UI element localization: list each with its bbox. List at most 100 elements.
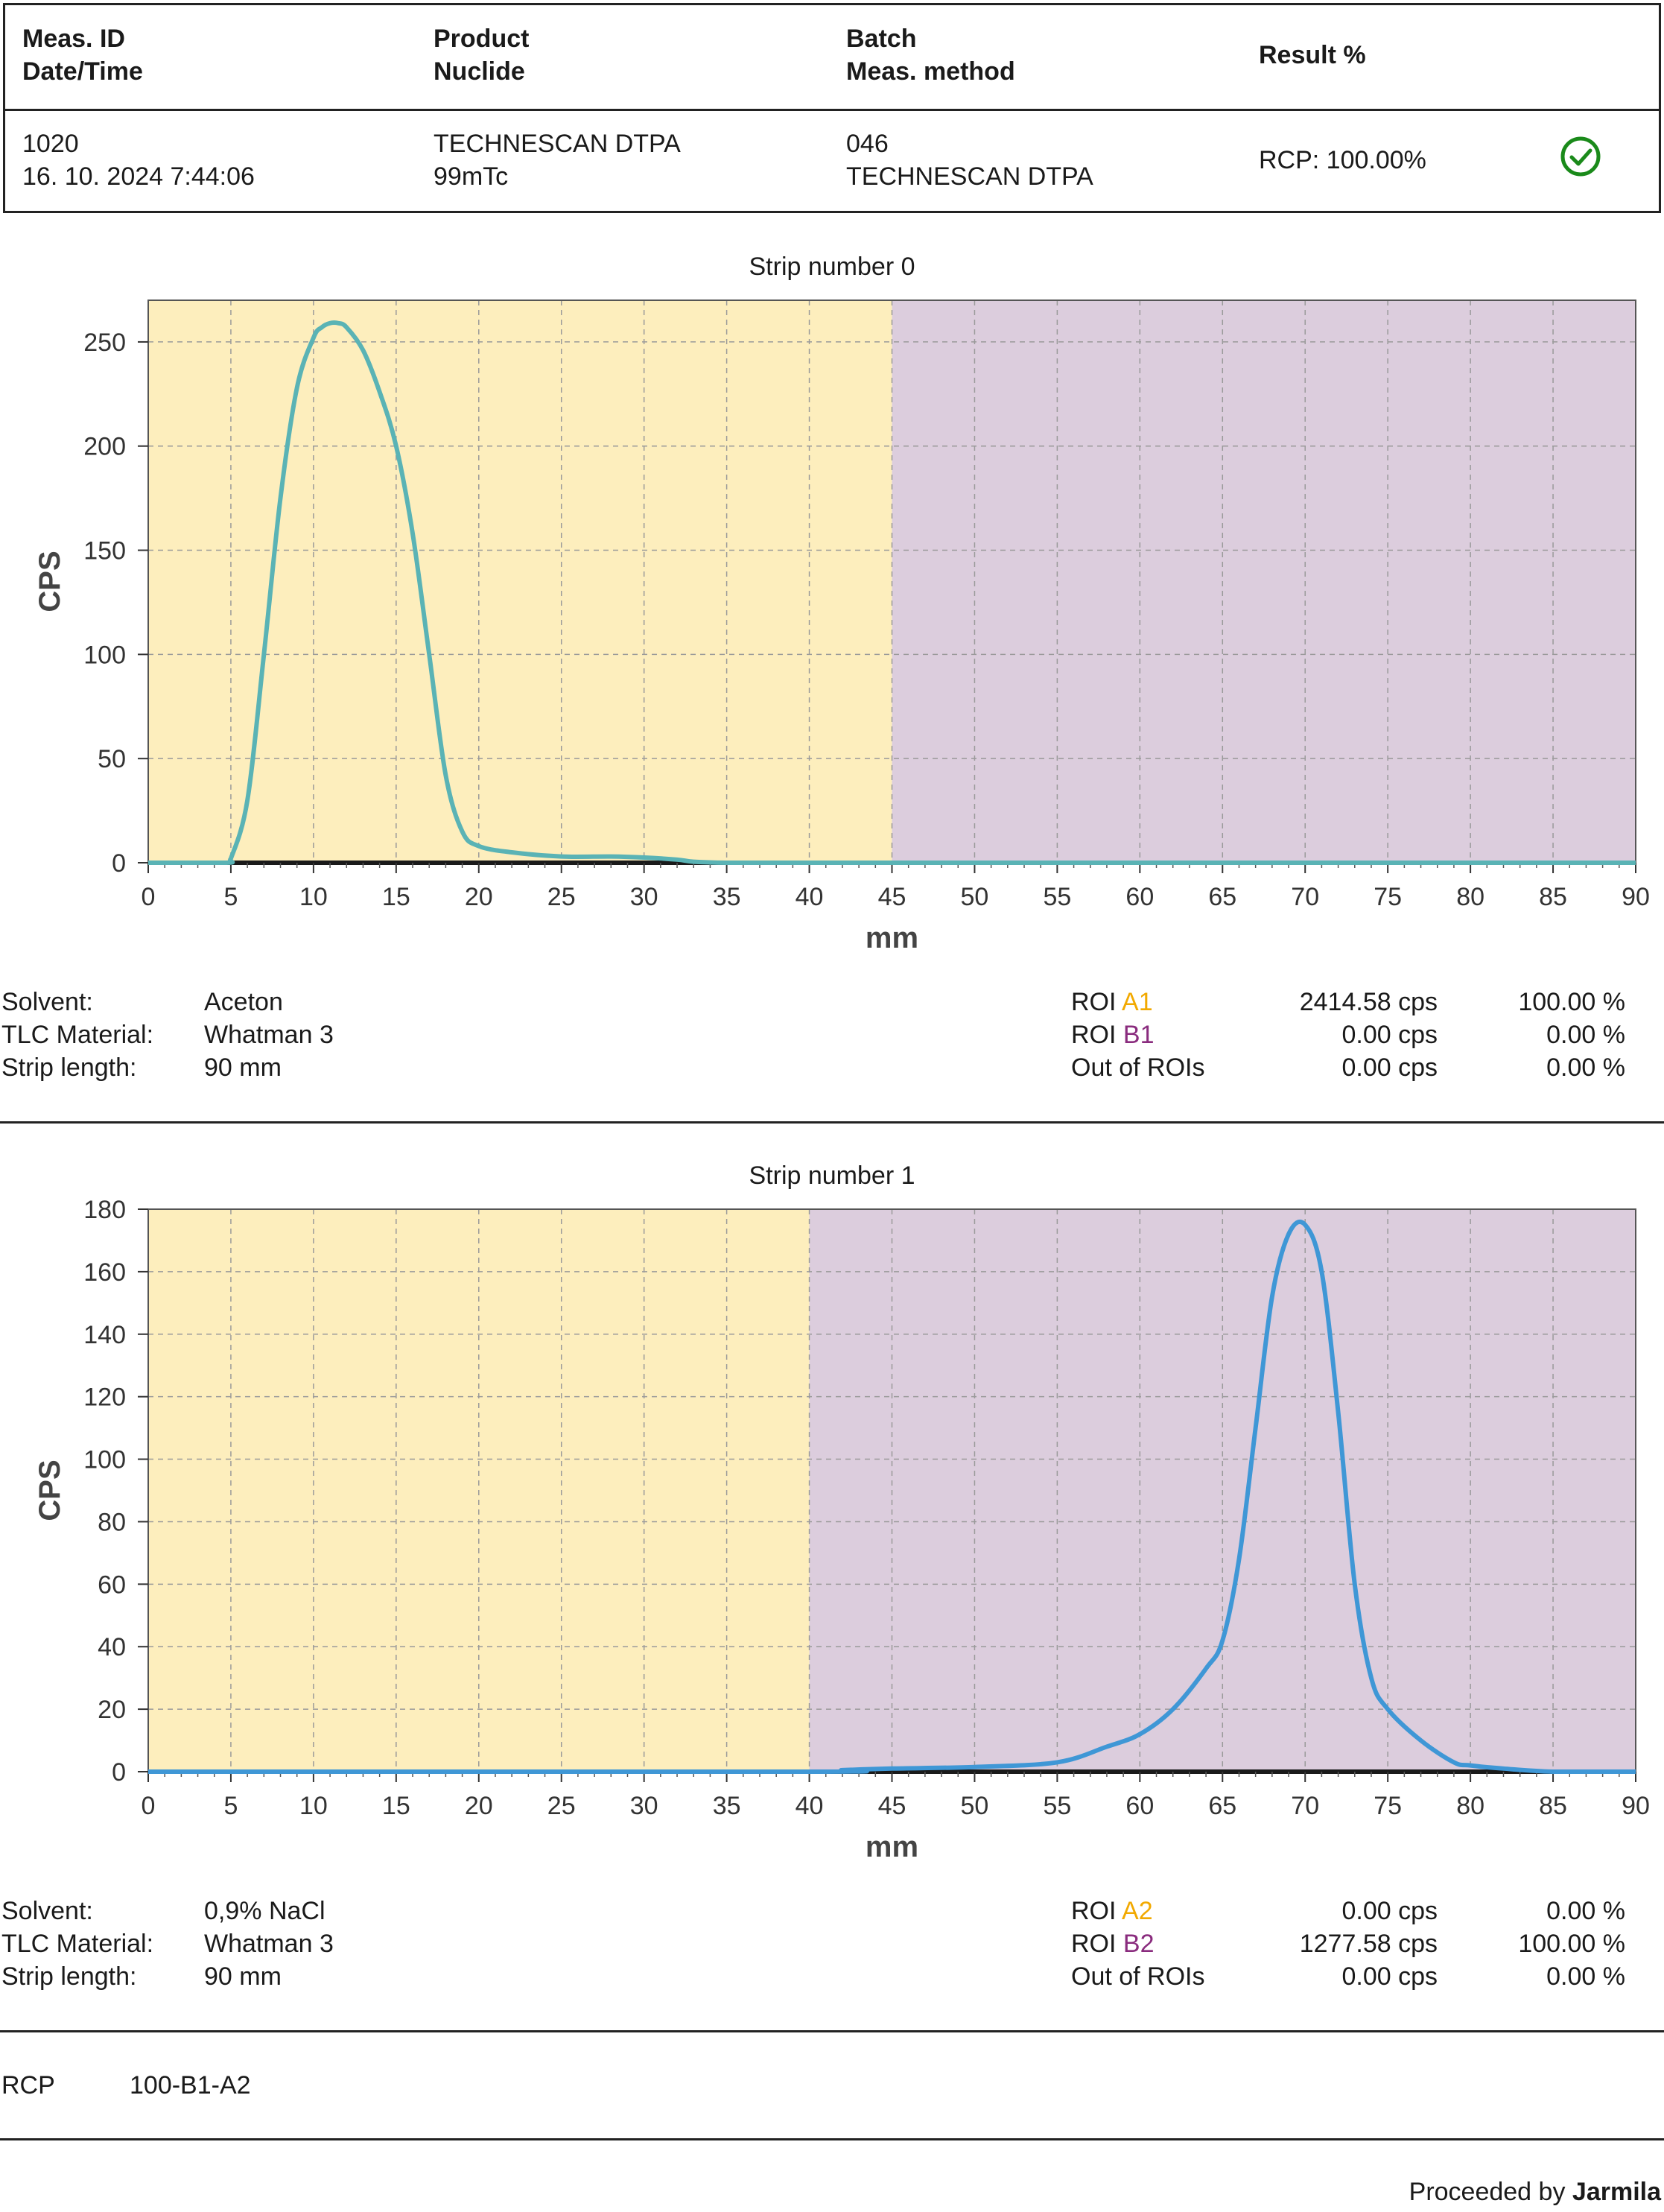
strip-0-tlc-value: Whatman 3 [204,1021,334,1049]
divider [0,2030,1664,2032]
x-tick-label: 25 [547,883,576,911]
strip-0-solvent-label: Solvent: [1,988,93,1016]
x-tick-label: 70 [1291,1792,1319,1820]
strip-0-roi-a-label: ROI A1 [1071,986,1153,1018]
strip-1-tlc-label: TLC Material: [1,1930,154,1958]
result-value: RCP: 100.00% [1259,146,1426,174]
x-tick-label: 75 [1374,1792,1402,1820]
roi-prefix: ROI [1071,1897,1122,1925]
header-product-label: Product [434,25,530,53]
strip-0-out-cps: 0.00 cps [1341,1053,1438,1082]
y-tick-label: 150 [83,537,126,565]
header-meas-method-label: Meas. method [846,57,1015,86]
roi-region-B1 [892,300,1636,863]
strip-1-solvent-value: 0,9% NaCl [204,1897,326,1925]
x-tick-label: 45 [878,1792,906,1820]
x-tick-label: 65 [1208,1792,1236,1820]
y-tick-label: 250 [83,329,126,357]
roi-b-name: B2 [1122,1930,1155,1958]
y-tick-label: 120 [83,1384,126,1412]
x-tick-label: 40 [796,1792,824,1820]
strip-1-out-label: Out of ROIs [1071,1962,1205,1991]
strip-1-out-cps: 0.00 cps [1341,1962,1438,1991]
x-tick-label: 60 [1125,1792,1154,1820]
x-tick-label: 80 [1456,1792,1484,1820]
y-tick-label: 160 [83,1258,126,1287]
x-tick-label: 30 [630,883,658,911]
series-line [148,1220,1636,1774]
strip-0-roi-a-pct: 100.00 % [1518,988,1625,1016]
x-tick-label: 50 [961,883,989,911]
strip-1-chart: Strip number 1 0 5 10 15 20 25 30 35 40 45 50 55 60 65… [34,1162,1650,1863]
x-tick-label: 90 [1622,883,1650,911]
y-tick-label: 20 [98,1696,126,1724]
x-tick-label: 0 [142,1792,156,1820]
roi-a-name: A2 [1122,1897,1153,1925]
y-tick-label: 0 [112,1758,126,1787]
roi-region-A1 [148,300,892,863]
x-tick-label: 10 [299,1792,328,1820]
strip-1-roi-a-cps: 0.00 cps [1341,1897,1438,1925]
strip-0-roi-a-cps: 2414.58 cps [1299,988,1438,1016]
x-tick-label: 55 [1043,883,1071,911]
x-tick-label: 70 [1291,883,1319,911]
proceeded-prefix: Proceeded by [1409,2178,1572,2206]
x-tick-label: 25 [547,1792,576,1820]
x-tick-label: 15 [382,1792,410,1820]
strip-0-chart: Strip number 0 0 5 10 15 20 25 30 35 40 45 50 55 60 65… [34,253,1650,954]
strip-1-length-value: 90 mm [204,1962,282,1991]
y-tick-label: 0 [112,849,126,878]
date-time-value: 16. 10. 2024 7:44:06 [22,162,255,191]
y-axis-label: CPS [34,1460,66,1521]
y-tick-label: 40 [98,1633,126,1661]
y-tick-label: 100 [83,1446,126,1474]
x-tick-label: 35 [713,1792,741,1820]
strip-1-roi-b-cps: 1277.58 cps [1299,1930,1438,1958]
header-result-label: Result % [1259,41,1366,69]
meas-method-value: TECHNESCAN DTPA [846,162,1093,191]
strip-0-solvent-value: Aceton [204,988,283,1016]
strip-0-roi-b-cps: 0.00 cps [1341,1021,1438,1049]
strip-1-roi-b-pct: 100.00 % [1518,1930,1625,1958]
x-tick-label: 35 [713,883,741,911]
strip-0-roi-b-label: ROI B1 [1071,1018,1155,1051]
roi-prefix: ROI [1071,988,1122,1016]
strip-1-length-label: Strip length: [1,1962,137,1991]
x-tick-label: 40 [796,883,824,911]
x-tick-label: 65 [1208,883,1236,911]
strip-1-out-pct: 0.00 % [1546,1962,1625,1991]
x-tick-label: 85 [1539,883,1567,911]
x-axis-label: mm [866,1831,918,1863]
header-nuclide-label: Nuclide [434,57,525,86]
roi-prefix: ROI [1071,1930,1123,1958]
rcp-value: 100-B1-A2 [130,2071,251,2100]
x-tick-label: 20 [465,883,493,911]
measurement-header-table [3,3,1661,213]
chart-title: Strip number 1 [749,1162,915,1190]
operator-name: Jarmila [1572,2178,1661,2206]
proceeded-by: Proceeded by Jarmila [1409,2175,1661,2208]
header-separator [5,109,1659,111]
divider [0,2138,1664,2140]
strip-0-out-label: Out of ROIs [1071,1053,1205,1082]
strip-1-solvent-label: Solvent: [1,1897,93,1925]
x-tick-label: 75 [1374,883,1402,911]
check-circle-icon [1560,136,1601,177]
y-tick-label: 180 [83,1196,126,1224]
x-tick-label: 0 [142,883,156,911]
chart-title: Strip number 0 [749,253,915,281]
roi-a-name: A1 [1122,988,1153,1016]
series-line [148,320,1636,866]
strip-1-roi-a-label: ROI A2 [1071,1895,1153,1927]
strip-0-tlc-label: TLC Material: [1,1021,154,1049]
strip-0-length-value: 90 mm [204,1053,282,1082]
x-tick-label: 80 [1456,883,1484,911]
x-tick-label: 50 [961,1792,989,1820]
y-axis-label: CPS [34,551,66,612]
y-tick-label: 60 [98,1571,126,1599]
meas-id-value: 1020 [22,130,79,158]
x-tick-label: 55 [1043,1792,1071,1820]
x-tick-label: 5 [223,883,238,911]
y-tick-label: 80 [98,1508,126,1536]
roi-b-name: B1 [1122,1021,1155,1049]
